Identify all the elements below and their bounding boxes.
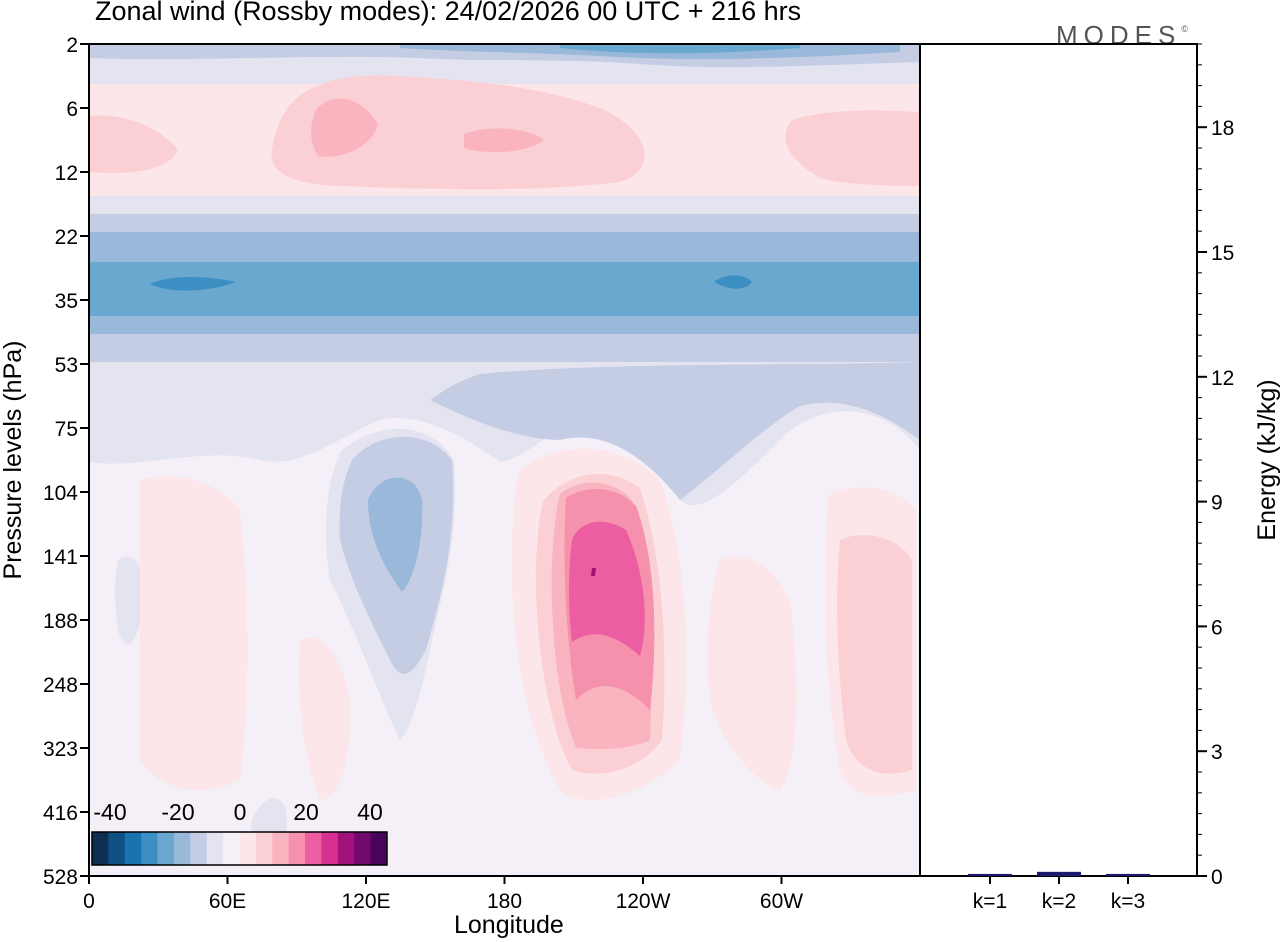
y-axis-ticks: 2 6 12 22 35 53 75 104 141 188 248 323 416 528: [43, 34, 89, 889]
colorbar-swatch: [157, 832, 175, 865]
y-tick-label: 2: [66, 34, 78, 57]
y-tick-label: 416: [43, 802, 78, 825]
colorbar-swatch: [173, 832, 191, 865]
colorbar-swatch: [354, 832, 372, 865]
energy-tick-label: 9: [1211, 492, 1223, 515]
y-tick-label: 141: [43, 546, 78, 569]
energy-axis-ticks: 0 3 6 9 12 15 18: [1197, 43, 1234, 889]
y-tick-label: 188: [43, 610, 78, 633]
energy-tick-label: 3: [1211, 741, 1223, 764]
energy-tick-label: 6: [1211, 616, 1223, 639]
x-axis-ticks: 0 60E 120E 180 120W 60W: [83, 876, 803, 913]
energy-category-label: k=2: [1042, 890, 1076, 913]
brand-mark: ©: [1181, 24, 1188, 34]
energy-bar: [1106, 873, 1150, 876]
colorbar-swatch: [321, 832, 339, 865]
colorbar-swatch: [272, 832, 290, 865]
x-tick-label: 60W: [760, 890, 803, 913]
y-tick-label: 53: [55, 354, 78, 377]
colorbar-swatch: [124, 832, 142, 865]
heatmap-field: [89, 44, 920, 876]
colorbar-swatch: [305, 832, 322, 865]
colorbar-swatch: [141, 832, 159, 865]
colorbar-label: -40: [93, 799, 126, 825]
colorbar-swatch: [108, 832, 126, 865]
colorbar-label: 0: [234, 799, 247, 825]
energy-category-label: k=1: [973, 890, 1007, 913]
y-tick-label: 323: [43, 738, 78, 761]
y-tick-label: 528: [43, 866, 78, 889]
y-axis-label: Pressure levels (hPa): [0, 341, 27, 580]
chart-title: Zonal wind (Rossby modes): 24/02/2026 00…: [95, 0, 802, 26]
x-tick-label: 180: [487, 890, 522, 913]
colorbar-label: 40: [357, 799, 383, 825]
y-tick-label: 104: [43, 482, 78, 505]
colorbar-swatch: [92, 832, 109, 865]
energy-tick-label: 12: [1211, 367, 1234, 390]
energy-panel-frame: [919, 43, 1198, 877]
x-tick-label: 60E: [209, 890, 246, 913]
x-tick-label: 120W: [616, 890, 671, 913]
colorbar-swatch: [190, 832, 208, 865]
colorbar-frame: [91, 831, 388, 866]
energy-tick-label: 18: [1211, 117, 1234, 140]
x-tick-label: 0: [83, 890, 95, 913]
x-tick-label: 120E: [341, 890, 390, 913]
x-axis-label: Longitude: [454, 911, 564, 939]
y-tick-label: 248: [43, 674, 78, 697]
y-tick-label: 6: [66, 98, 78, 121]
y-tick-label: 35: [55, 290, 78, 313]
colorbar-swatch: [239, 832, 257, 865]
energy-bar: [1037, 871, 1081, 876]
colorbar-swatch: [370, 832, 388, 865]
colorbar-swatch: [206, 832, 224, 865]
colorbar-swatch: [255, 832, 273, 865]
energy-bar: [968, 873, 1012, 876]
colorbar-label: -20: [161, 799, 194, 825]
colorbar-swatch: [337, 832, 355, 865]
colorbar-swatch: [288, 832, 306, 865]
energy-axis-label: Energy (kJ/kg): [1253, 379, 1280, 540]
colorbar-labels: -40 -20 0 20 40: [93, 799, 382, 825]
y-tick-label: 12: [55, 162, 78, 185]
energy-tick-label: 0: [1211, 866, 1223, 889]
colorbar-label: 20: [293, 799, 319, 825]
energy-tick-label: 15: [1211, 242, 1234, 265]
colorbar: [91, 831, 388, 866]
y-tick-label: 75: [55, 418, 78, 441]
y-tick-label: 22: [55, 226, 78, 249]
colorbar-swatch: [223, 832, 240, 865]
energy-bars: k=1 k=2 k=3: [968, 871, 1150, 913]
energy-category-label: k=3: [1111, 890, 1145, 913]
